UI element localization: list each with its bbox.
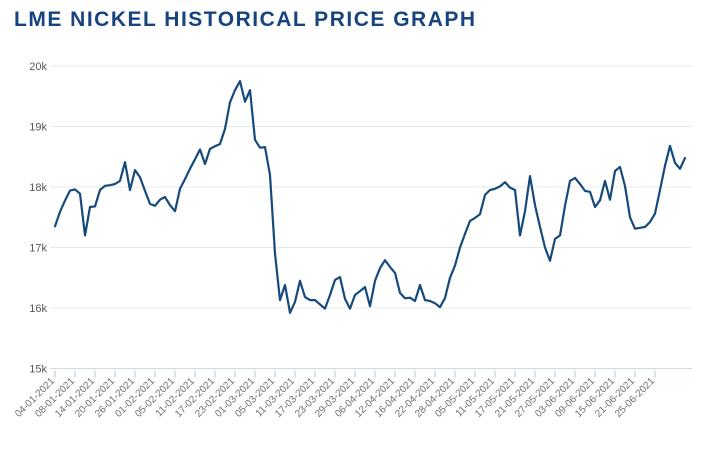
y-axis-label: 19k bbox=[29, 122, 47, 134]
y-axis-label: 20k bbox=[29, 61, 47, 73]
y-axis-label: 16k bbox=[29, 303, 47, 315]
y-axis-label: 15k bbox=[29, 364, 47, 376]
y-axis-label: 18k bbox=[29, 182, 47, 194]
chart-title: LME NICKEL HISTORICAL PRICE GRAPH bbox=[14, 8, 477, 31]
price-line bbox=[53, 79, 687, 314]
y-axis-label: 17k bbox=[29, 243, 47, 255]
